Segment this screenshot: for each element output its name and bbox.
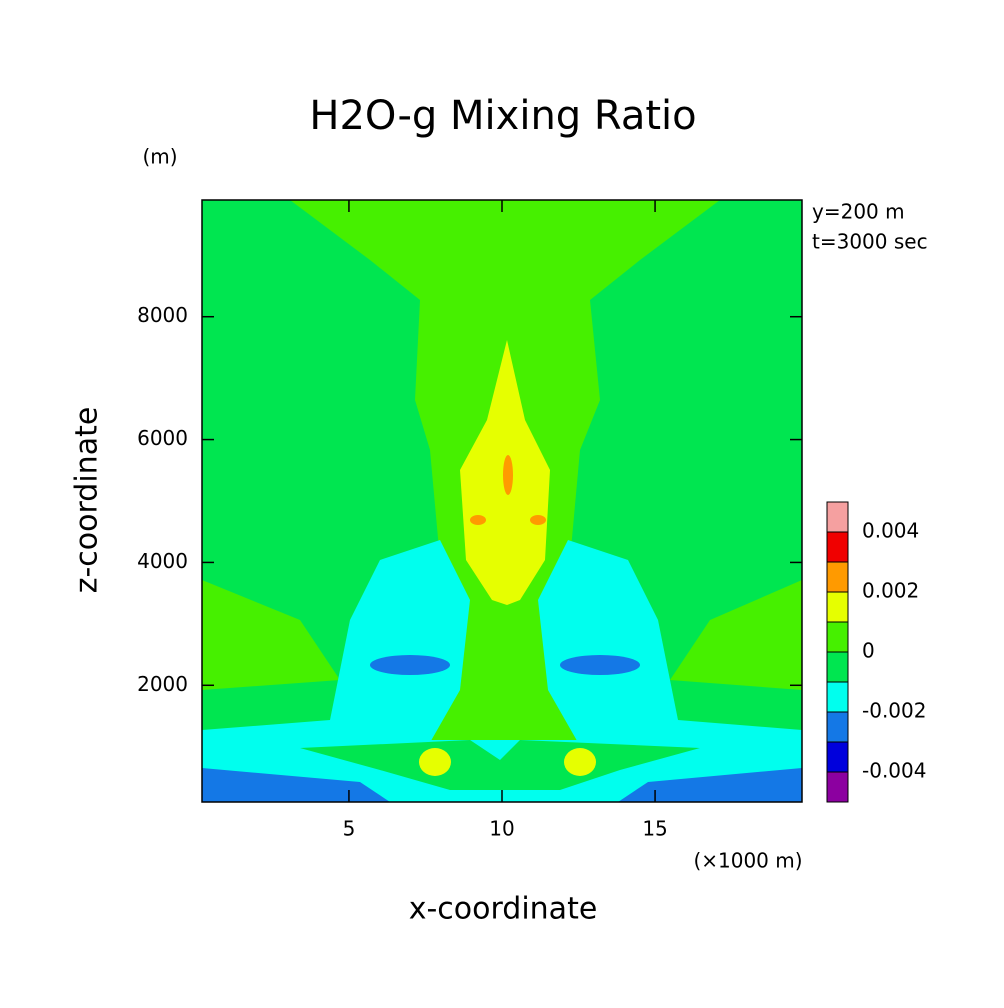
contour-field xyxy=(202,200,802,802)
y-tick-label: 2000 xyxy=(137,672,188,696)
y-tick-label: 4000 xyxy=(137,549,188,573)
contour-region xyxy=(564,748,596,776)
y-tick-label: 8000 xyxy=(137,303,188,327)
contour-region xyxy=(419,748,451,776)
colorbar-box xyxy=(826,501,849,533)
colorbar-label: 0 xyxy=(862,639,875,663)
colorbar-box xyxy=(826,771,849,803)
colorbar-box xyxy=(826,711,849,743)
annotation: y=200 m xyxy=(812,200,905,224)
colorbar-box xyxy=(826,651,849,683)
contour-region xyxy=(202,768,390,802)
colorbar-label: 0.002 xyxy=(862,579,919,603)
contour-region xyxy=(670,580,802,690)
annotation: t=3000 sec xyxy=(812,230,928,254)
colorbar-label: -0.004 xyxy=(862,759,926,783)
y-unit: (m) xyxy=(142,145,177,169)
contour-region xyxy=(470,515,486,525)
colorbar-box xyxy=(826,591,849,623)
colorbar-box xyxy=(826,621,849,653)
chart-title: H2O-g Mixing Ratio xyxy=(309,93,696,139)
x-unit: (×1000 m) xyxy=(693,849,802,873)
contour-region xyxy=(202,580,340,690)
colorbar-box xyxy=(826,741,849,773)
colorbar-label: -0.002 xyxy=(862,699,926,723)
x-tick-label: 10 xyxy=(489,817,514,841)
colorbar-box xyxy=(826,561,849,593)
colorbar-label: 0.004 xyxy=(862,519,919,543)
x-axis-title: x-coordinate xyxy=(409,892,598,927)
y-axis-title: z-coordinate xyxy=(70,407,105,594)
contour-region xyxy=(370,655,450,675)
colorbar-box xyxy=(826,681,849,713)
x-tick-label: 15 xyxy=(642,817,667,841)
colorbar-box xyxy=(826,531,849,563)
contour-region xyxy=(202,540,470,790)
contour-region xyxy=(300,740,700,790)
contour-region xyxy=(618,768,802,802)
y-tick-label: 6000 xyxy=(137,426,188,450)
contour-region xyxy=(538,540,802,790)
contour-region xyxy=(503,455,513,495)
contour-region xyxy=(560,655,640,675)
contour-region xyxy=(530,515,546,525)
x-tick-label: 5 xyxy=(343,817,356,841)
